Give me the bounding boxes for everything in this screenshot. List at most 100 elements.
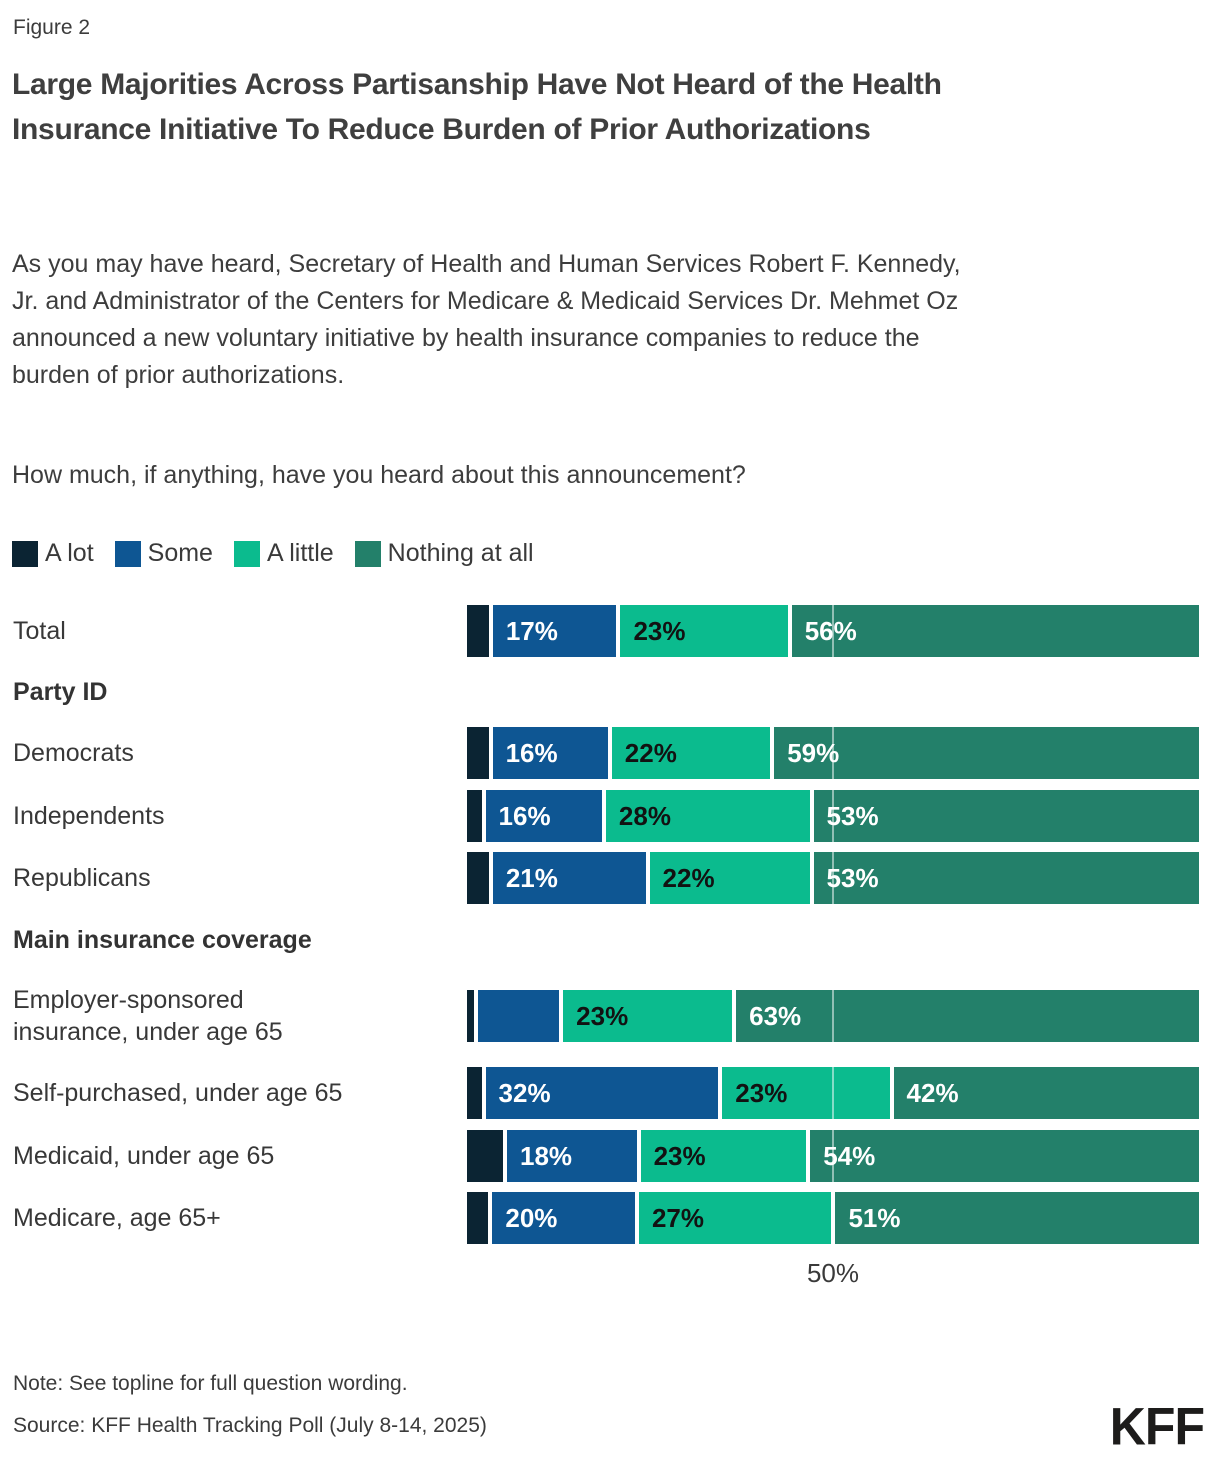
bar-segment-a-lot <box>467 790 482 842</box>
legend-swatch-some <box>114 540 141 567</box>
bar-segment-a-little: 27% <box>638 1192 832 1244</box>
legend-label: A lot <box>45 539 94 567</box>
legend-label: Nothing at all <box>387 539 534 567</box>
bar-segment-a-lot <box>467 605 489 657</box>
stacked-bar-medicaid: 18% 23% 54% <box>467 1130 1199 1182</box>
stacked-bar-employer-sponsored: 23% 63% <box>467 990 1199 1042</box>
bar-segment-value: 27% <box>651 1203 705 1233</box>
bar-segment-value: 22% <box>624 738 677 768</box>
bar-segment-value: 18% <box>520 1141 573 1171</box>
bar-segment-nothing-at-all: 51% <box>835 1192 1199 1244</box>
bar-segment-some: 32% <box>485 1067 719 1119</box>
bar-segment-a-little: 28% <box>605 790 810 842</box>
bar-segment-some: 18% <box>507 1130 637 1182</box>
bar-segment-some: 16% <box>485 790 602 842</box>
chart-title: Large Majorities Across Partisanship Hav… <box>12 68 942 146</box>
bar-segment-nothing-at-all: 54% <box>810 1130 1199 1182</box>
chart-row-total: Total 17% 23% 56% <box>13 605 1199 657</box>
x-axis-tick-label-50: 50% <box>806 1258 860 1288</box>
chart-row-independents: Independents 16% 28% 53% <box>13 790 1199 842</box>
bar-segment-some: 21% <box>492 852 646 904</box>
bar-segment-a-little: 23% <box>640 1130 807 1182</box>
question-wording-text: As you may have heard, Secretary of Heal… <box>12 250 961 389</box>
bar-segment-a-lot <box>467 1130 503 1182</box>
legend-swatch-a-lot <box>12 540 38 567</box>
bar-segment-a-lot <box>467 852 489 904</box>
bar-segment-some <box>478 990 560 1042</box>
bar-segment-nothing-at-all: 56% <box>791 605 1199 657</box>
bar-segment-nothing-at-all: 42% <box>893 1067 1199 1119</box>
stacked-bar-self-purchased: 32% 23% 42% <box>467 1067 1199 1119</box>
bar-segment-value: 23% <box>576 1001 629 1031</box>
bar-segment-value: 20% <box>505 1203 558 1233</box>
legend-item-some: Some <box>114 539 213 568</box>
bar-segment-value: 56% <box>804 616 857 646</box>
bar-segment-a-little: 23% <box>722 1067 890 1119</box>
bar-segment-nothing-at-all: 63% <box>736 990 1199 1042</box>
bar-segment-a-lot <box>467 727 489 779</box>
bar-segment-nothing-at-all: 53% <box>813 852 1199 904</box>
note-text: Note: See topline for full question word… <box>13 1372 408 1395</box>
bar-segment-value: 16% <box>505 738 558 768</box>
bar-segment-nothing-at-all: 59% <box>774 727 1199 779</box>
bar-segment-a-little: 22% <box>611 727 771 779</box>
bar-segment-value: 17% <box>505 616 558 646</box>
figure-label: Figure 2 <box>13 16 91 39</box>
legend-item-nothing-at-all: Nothing at all <box>354 539 534 568</box>
bar-segment-value: 22% <box>662 863 715 893</box>
chart-row-democrats: Democrats 16% 22% 59% <box>13 727 1199 779</box>
stacked-bar-medicare: 20% 27% 51% <box>467 1192 1199 1244</box>
bar-segment-value: 16% <box>498 801 551 831</box>
row-label-medicaid: Medicaid, under age 65 <box>13 1142 275 1170</box>
stacked-bar-democrats: 16% 22% 59% <box>467 727 1199 779</box>
bar-segment-value: 32% <box>498 1078 551 1108</box>
row-label-self-purchased: Self-purchased, under age 65 <box>13 1079 343 1107</box>
bar-segment-a-lot <box>467 1067 482 1119</box>
row-label-independents: Independents <box>13 802 165 830</box>
row-label-medicare: Medicare, age 65+ <box>13 1204 221 1232</box>
row-label-democrats: Democrats <box>13 739 134 767</box>
bar-segment-value: 63% <box>749 1001 802 1031</box>
bar-segment-a-little: 23% <box>620 605 788 657</box>
legend-swatch-nothing-at-all <box>354 540 381 567</box>
source-text: Source: KFF Health Tracking Poll (July 8… <box>13 1414 487 1437</box>
bar-segment-value: 23% <box>633 616 686 646</box>
survey-question-text: How much, if anything, have you heard ab… <box>12 461 746 489</box>
bar-segment-some: 20% <box>492 1192 635 1244</box>
row-label-total: Total <box>13 617 66 645</box>
chart-row-medicare: Medicare, age 65+ 20% 27% 51% <box>13 1192 1199 1244</box>
chart-row-self-purchased: Self-purchased, under age 65 32% 23% 42% <box>13 1067 1199 1119</box>
bar-segment-a-lot <box>467 990 475 1042</box>
legend-item-a-little: A little <box>233 539 334 568</box>
bar-segment-value: 28% <box>618 801 671 831</box>
bar-segment-value: 53% <box>826 801 879 831</box>
bar-segment-some: 17% <box>492 605 617 657</box>
stacked-bar-republicans: 21% 22% 53% <box>467 852 1199 904</box>
chart-row-employer-sponsored: Employer-sponsored insurance, under age … <box>13 986 1199 1046</box>
bar-segment-value: 42% <box>906 1078 959 1108</box>
bar-segment-value: 23% <box>735 1078 788 1108</box>
bar-segment-value: 59% <box>787 738 840 768</box>
legend-swatch-a-little <box>233 540 260 567</box>
chart-row-republicans: Republicans 21% 22% 53% <box>13 852 1199 904</box>
bar-segment-nothing-at-all: 53% <box>813 790 1199 842</box>
legend: A lot Some A little Nothing at all <box>12 539 534 568</box>
row-label-republicans: Republicans <box>13 864 151 892</box>
legend-label: Some <box>147 539 213 567</box>
section-header-party-id: Party ID <box>13 678 108 706</box>
row-label-employer-sponsored: Employer-sponsored insurance, under age … <box>13 986 283 1046</box>
bar-segment-value: 54% <box>823 1141 876 1171</box>
bar-segment-value: 53% <box>826 863 879 893</box>
bar-segment-value: 51% <box>848 1203 901 1233</box>
bar-segment-value: 21% <box>505 863 558 893</box>
bar-segment-value: 23% <box>653 1141 706 1171</box>
stacked-bar-independents: 16% 28% 53% <box>467 790 1199 842</box>
section-header-main-insurance-coverage: Main insurance coverage <box>13 926 312 954</box>
kff-logo: KFF <box>1109 1397 1205 1456</box>
bar-segment-some: 16% <box>492 727 608 779</box>
legend-label: A little <box>266 539 334 567</box>
stacked-bar-total: 17% 23% 56% <box>467 605 1199 657</box>
bar-segment-a-little: 23% <box>563 990 733 1042</box>
legend-item-a-lot: A lot <box>12 539 94 568</box>
